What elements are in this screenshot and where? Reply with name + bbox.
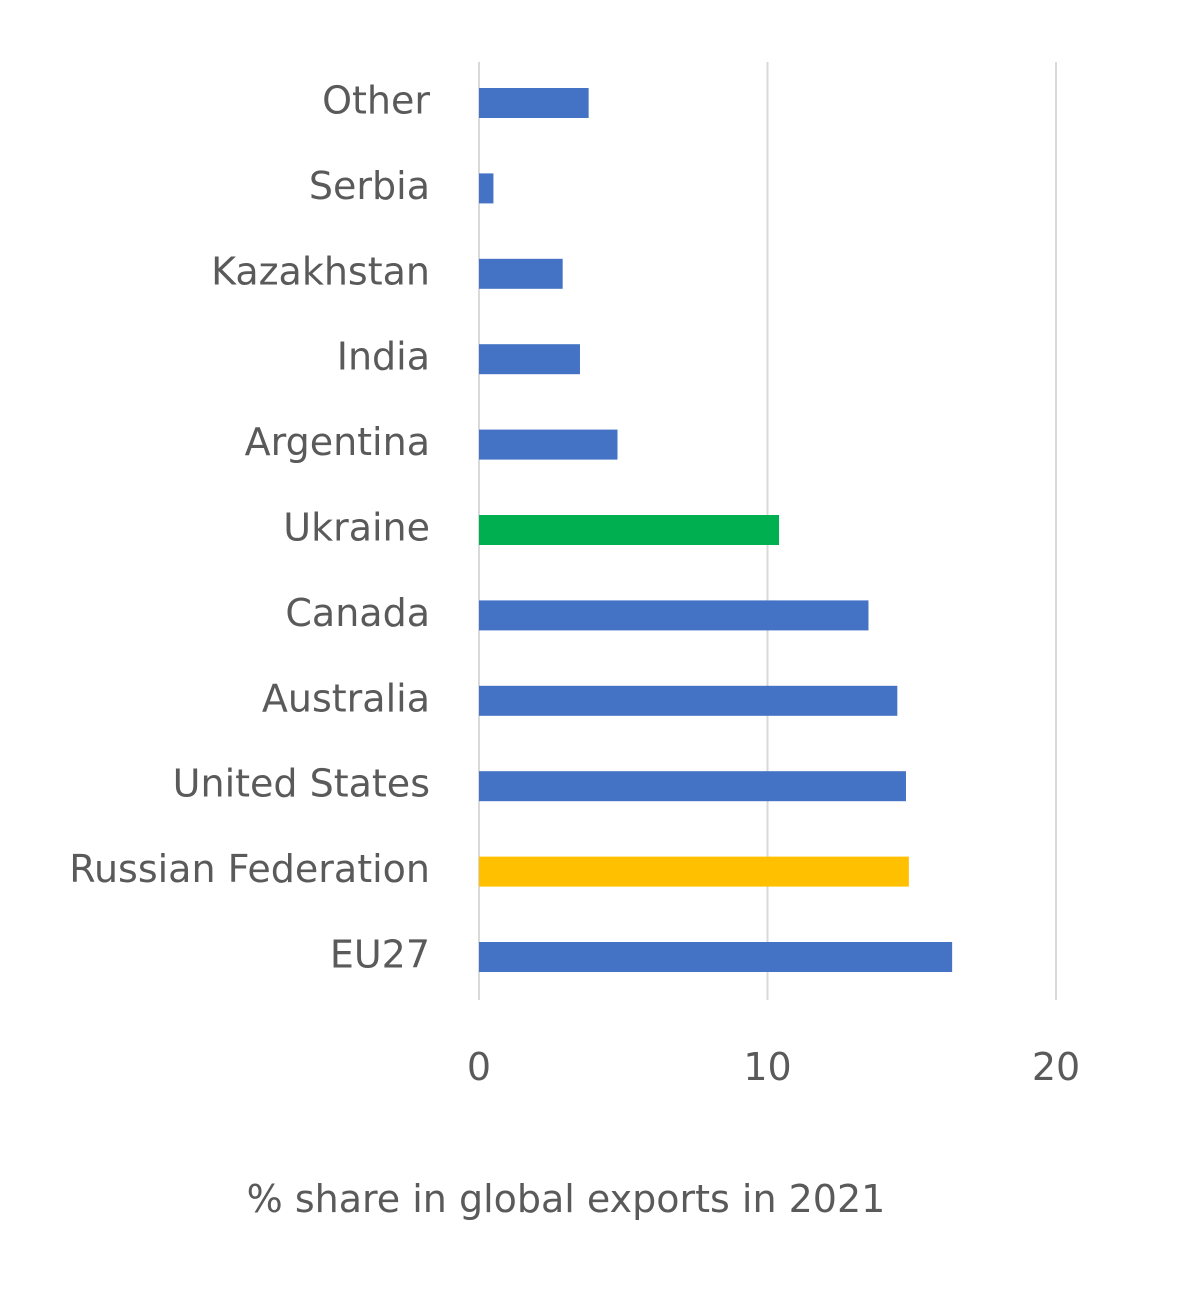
bar-canada: [479, 600, 869, 631]
category-label-other: Other: [322, 79, 430, 123]
bar-serbia: [479, 173, 494, 204]
category-label-india: India: [337, 335, 430, 379]
x-axis-title: % share in global exports in 2021: [247, 1177, 886, 1221]
x-tick-label-0: 0: [467, 1045, 491, 1089]
bar-kazakhstan: [479, 258, 563, 289]
bar-australia: [479, 685, 898, 716]
category-label-serbia: Serbia: [309, 164, 430, 208]
bar-india: [479, 344, 580, 375]
category-label-united-states: United States: [173, 762, 430, 806]
category-label-ukraine: Ukraine: [283, 506, 430, 550]
x-tick-label-1: 10: [743, 1045, 791, 1089]
x-tick-label-2: 20: [1032, 1045, 1080, 1089]
bar-other: [479, 88, 589, 118]
category-label-eu27: EU27: [330, 933, 430, 977]
category-label-russian-federation: Russian Federation: [69, 847, 430, 891]
category-label-australia: Australia: [262, 676, 430, 720]
bars: [479, 88, 953, 972]
x-tick-labels: 0 10 20: [467, 1045, 1080, 1089]
category-label-canada: Canada: [285, 591, 430, 635]
bar-united-states: [479, 771, 906, 802]
bar-eu27: [479, 942, 953, 972]
bar-ukraine: [479, 515, 780, 545]
bar-russian-federation: [479, 856, 909, 887]
category-labels: EU27 Russian Federation United States Austr…: [69, 79, 430, 977]
category-label-argentina: Argentina: [245, 420, 430, 464]
category-label-kazakhstan: Kazakhstan: [211, 249, 430, 293]
bar-argentina: [479, 429, 618, 460]
